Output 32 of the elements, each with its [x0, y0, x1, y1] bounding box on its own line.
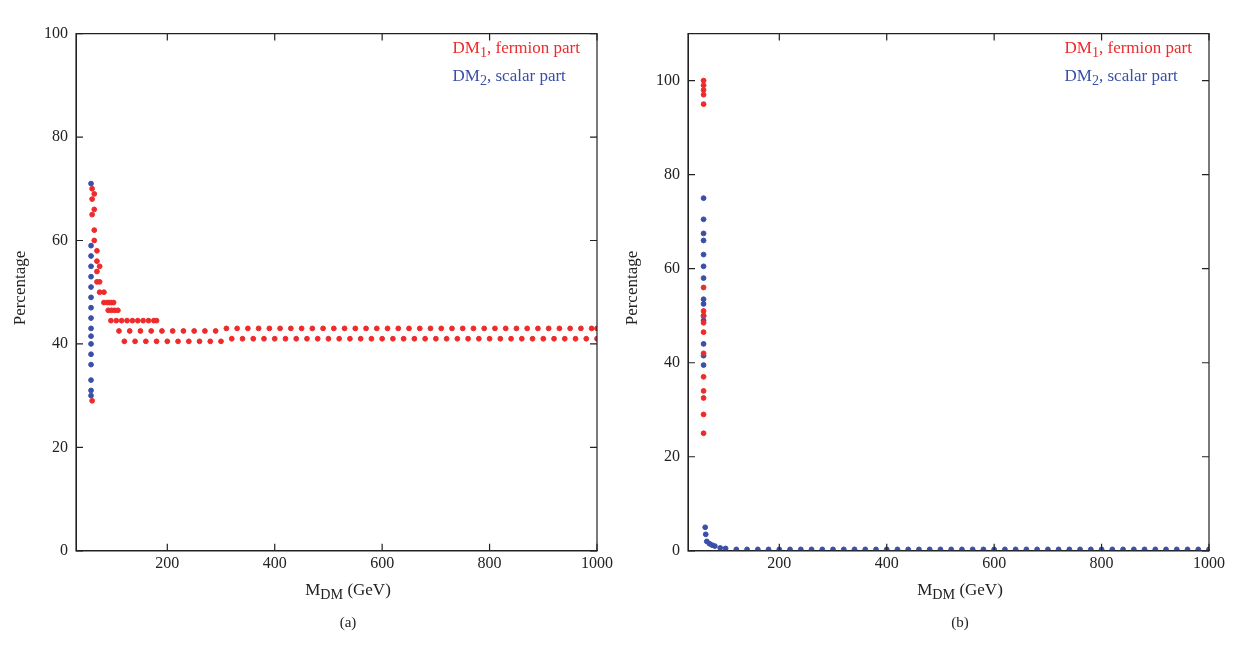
x-tick-label: 400	[262, 553, 287, 571]
y-tick-label: 0	[60, 541, 68, 558]
text: DM$_{1}$, fermion part	[1064, 37, 1192, 63]
y-tick-label: 100	[656, 70, 680, 88]
y-tick-label: 100	[44, 23, 68, 41]
y-tick-label: 20	[664, 446, 680, 464]
x-tick-label: 600	[370, 553, 395, 571]
x-tick-label: 1000	[581, 553, 613, 571]
text: DM$_{1}$, fermion part	[452, 37, 580, 63]
y-axis-title: Percentage	[622, 250, 642, 326]
x-tick-label: 800	[1089, 553, 1114, 571]
text: (a)	[339, 614, 357, 631]
text: (b)	[951, 614, 969, 631]
y-tick-label: 20	[52, 437, 68, 455]
y-tick-label: 60	[664, 258, 680, 276]
y-tick-label: 80	[664, 164, 680, 182]
y-tick-label: 40	[664, 352, 680, 370]
x-tick-label: 200	[155, 553, 180, 571]
x-axis-title: M$_{DM}$ (GeV)	[305, 580, 391, 604]
y-tick-label: 80	[52, 127, 68, 145]
y-axis-title: Percentage	[10, 250, 30, 326]
y-tick-label: 40	[52, 334, 68, 352]
text: DM$_{2}$, scalar part	[452, 65, 567, 91]
x-axis-title: M$_{DM}$ (GeV)	[917, 580, 1003, 604]
x-tick-label: 600	[982, 553, 1007, 571]
x-tick-label: 800	[477, 553, 502, 571]
y-tick-label: 60	[52, 230, 68, 248]
y-tick-label: 0	[672, 541, 680, 558]
text: DM$_{2}$, scalar part	[1064, 65, 1179, 91]
x-tick-label: 200	[767, 553, 792, 571]
x-tick-label: 1000	[1193, 553, 1225, 571]
x-tick-label: 400	[874, 553, 899, 571]
